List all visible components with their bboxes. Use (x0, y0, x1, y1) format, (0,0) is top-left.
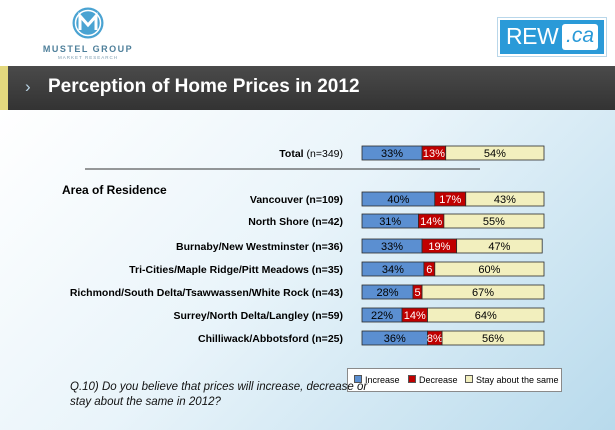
legend-swatch-same (465, 375, 473, 383)
chart-row: Chilliwack/Abbotsford (n=25) 36% 8% 56% (198, 330, 545, 346)
legend-swatch-decrease (408, 375, 416, 383)
data-label-increase: 33% (381, 241, 403, 253)
data-label-increase: 28% (376, 287, 398, 299)
data-label-same: 60% (478, 264, 500, 276)
rew-logo-text: REW (506, 23, 559, 49)
data-label-increase: 22% (371, 310, 393, 322)
chart-row: Tri-Cities/Maple Ridge/Pitt Meadows (n=3… (129, 261, 545, 277)
rew-ca-logo: REW .ca (498, 18, 606, 56)
logo-subtitle: MARKET RESEARCH (58, 55, 118, 60)
bar-segment-same (434, 261, 545, 277)
data-label-decrease: 17% (439, 194, 461, 206)
bar-segment-same (456, 238, 543, 254)
chart-row: Surrey/North Delta/Langley (n=59) 22% 14% 6… (173, 307, 545, 323)
legend-swatch-increase (354, 375, 362, 383)
mustel-group-logo: MUSTEL GROUP MARKET RESEARCH (38, 4, 138, 64)
legend-item-increase: Increase (354, 375, 400, 385)
chart-legend: Increase Decrease Stay about the same (347, 368, 562, 392)
title-band-accent (0, 66, 8, 110)
chart-rows: Total (n=349) 33% 13% 54% Vancouver (n=109) 4… (70, 145, 545, 346)
category-label: Surrey/North Delta/Langley (n=59) (173, 310, 343, 322)
data-label-decrease: 14% (420, 216, 442, 228)
bar-segment-same (427, 307, 545, 323)
category-label: North Shore (n=42) (248, 216, 343, 228)
mustel-m-icon (72, 7, 104, 39)
category-name: Chilliwack/Abbotsford (198, 333, 309, 345)
category-name: Vancouver (250, 194, 303, 206)
category-label: Total (n=349) (279, 148, 343, 160)
data-label-same: 47% (488, 241, 510, 253)
legend-label-same: Stay about the same (476, 375, 559, 385)
data-label-increase: 36% (384, 333, 406, 345)
legend-label-increase: Increase (365, 375, 400, 385)
header: MUSTEL GROUP MARKET RESEARCH REW .ca (0, 0, 615, 66)
category-label: Richmond/South Delta/Tsawwassen/White Ro… (70, 287, 343, 299)
data-label-same: 43% (494, 194, 516, 206)
category-n: (n=25) (309, 333, 343, 345)
chart-row: Richmond/South Delta/Tsawwassen/White Ro… (70, 284, 545, 300)
chart-row: Burnaby/New Westminster (n=36) 33% 19% 47% (176, 238, 543, 254)
bar-segment-same (441, 330, 545, 346)
data-label-increase: 33% (381, 148, 403, 160)
chart-row: Vancouver (n=109) 40% 17% 43% (250, 191, 545, 207)
category-label: Vancouver (n=109) (250, 194, 343, 206)
survey-question: Q.10) Do you believe that prices will in… (70, 381, 368, 408)
rew-logo-domain: .ca (566, 24, 595, 47)
category-name: Burnaby/New Westminster (176, 241, 309, 253)
category-name: Tri-Cities/Maple Ridge/Pitt Meadows (129, 264, 309, 276)
data-label-increase: 40% (387, 194, 409, 206)
chevron-right-icon: › (25, 77, 31, 96)
category-name: North Shore (248, 216, 309, 228)
category-n: (n=35) (309, 264, 343, 276)
category-label: Tri-Cities/Maple Ridge/Pitt Meadows (n=3… (129, 264, 343, 276)
category-n: (n=43) (309, 287, 343, 299)
legend-label-decrease: Decrease (419, 375, 458, 385)
data-label-same: 56% (482, 333, 504, 345)
category-name: Richmond/South Delta/Tsawwassen/White Ro… (70, 287, 309, 299)
data-label-decrease: 8% (427, 333, 443, 345)
category-n: (n=42) (309, 216, 343, 228)
data-label-same: 64% (475, 310, 497, 322)
chart-row: Total (n=349) 33% 13% 54% (279, 145, 545, 161)
category-name: Surrey/North Delta/Langley (173, 310, 309, 322)
data-label-decrease: 14% (404, 310, 426, 322)
bar-segment-same (465, 191, 545, 207)
page-title: Perception of Home Prices in 2012 (48, 76, 360, 97)
category-label: Burnaby/New Westminster (n=36) (176, 241, 343, 253)
bar-segment-same (445, 145, 545, 161)
data-label-decrease: 13% (423, 148, 445, 160)
category-n: (n=36) (309, 241, 343, 253)
group-label: Area of Residence (62, 183, 167, 197)
legend-item-decrease: Decrease (408, 375, 458, 385)
category-label: Chilliwack/Abbotsford (n=25) (198, 333, 343, 345)
title-band: › Perception of Home Prices in 2012 (0, 66, 615, 110)
data-label-same: 55% (483, 216, 505, 228)
category-name: Total (279, 148, 303, 160)
category-n: (n=109) (303, 194, 343, 206)
legend-item-same: Stay about the same (465, 375, 559, 385)
category-n: (n=59) (309, 310, 343, 322)
category-n: (n=349) (304, 148, 343, 160)
data-label-same: 54% (484, 148, 506, 160)
bar-segment-same (443, 213, 545, 229)
rew-logo-box: .ca (562, 24, 598, 50)
bar-segment-same (421, 284, 545, 300)
data-label-same: 67% (472, 287, 494, 299)
data-label-increase: 34% (382, 264, 404, 276)
logo-name: MUSTEL GROUP (42, 44, 134, 54)
data-label-increase: 31% (379, 216, 401, 228)
data-label-decrease: 5 (414, 287, 420, 299)
data-label-decrease: 19% (428, 241, 450, 253)
data-label-decrease: 6 (426, 264, 432, 276)
chart-row: North Shore (n=42) 31% 14% 55% (248, 213, 545, 229)
